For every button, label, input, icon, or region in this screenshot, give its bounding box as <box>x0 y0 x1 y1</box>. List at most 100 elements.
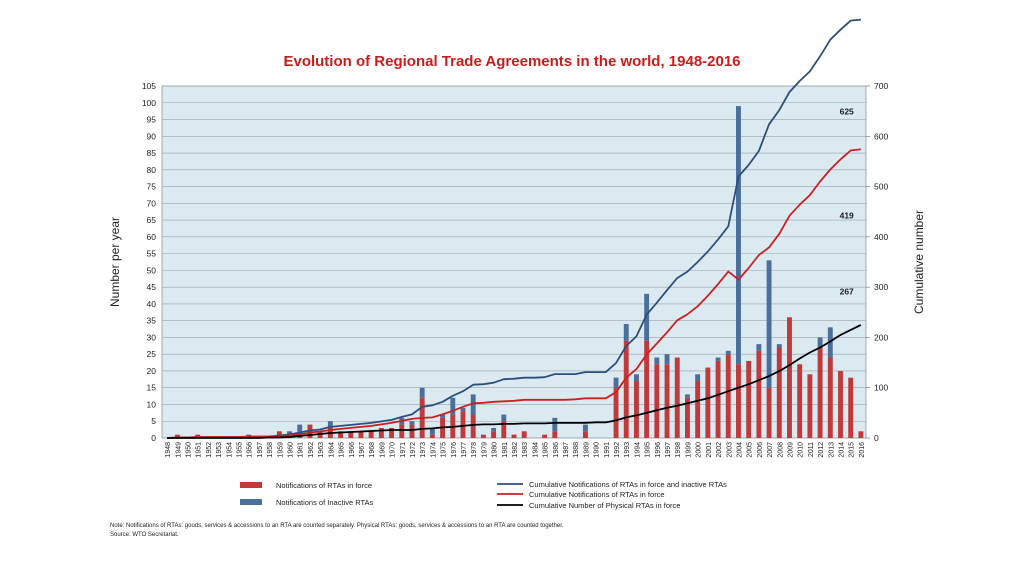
bar-rtas-in-force <box>848 377 854 438</box>
x-tick-label: 1988 <box>573 442 580 458</box>
x-tick-label: 1990 <box>594 442 601 458</box>
bar-rtas-in-force <box>817 347 823 438</box>
y-tick-label: 85 <box>147 148 157 158</box>
bar-rtas-in-force <box>480 434 486 438</box>
x-tick-label: 1970 <box>390 442 397 458</box>
x-tick-label: 2015 <box>849 442 856 458</box>
bar-inactive-rtas <box>491 427 497 432</box>
legend-inactive-rtas-swatch <box>240 499 262 505</box>
x-tick-label: 1997 <box>665 442 672 458</box>
y-tick-label: 55 <box>147 249 157 259</box>
bar-inactive-rtas <box>501 414 507 422</box>
bar-inactive-rtas <box>470 394 476 415</box>
x-tick-label: 1951 <box>196 442 203 458</box>
bar-rtas-in-force <box>491 431 497 438</box>
y2-tick-label: 300 <box>874 282 888 292</box>
bar-inactive-rtas <box>756 344 762 351</box>
bar-rtas-in-force <box>358 431 364 438</box>
bar-inactive-rtas <box>715 357 721 361</box>
x-tick-label: 1987 <box>563 442 570 458</box>
bar-rtas-in-force <box>429 434 435 438</box>
bar-rtas-in-force <box>368 431 374 438</box>
x-tick-label: 2016 <box>859 442 866 458</box>
x-tick-label: 1964 <box>328 442 335 458</box>
bar-inactive-rtas <box>287 431 292 435</box>
y-tick-label: 100 <box>142 98 156 108</box>
x-tick-label: 1967 <box>359 442 366 458</box>
bar-rtas-in-force <box>746 360 752 438</box>
bar-inactive-rtas <box>654 357 660 365</box>
x-tick-label: 2011 <box>808 442 815 457</box>
bar-rtas-in-force <box>409 424 415 438</box>
end-value-label: 267 <box>840 287 854 297</box>
bar-rtas-in-force <box>511 434 517 438</box>
bar-rtas-in-force <box>460 411 466 438</box>
bar-inactive-rtas <box>460 407 466 412</box>
x-tick-label: 1975 <box>441 442 448 458</box>
bar-rtas-in-force <box>470 414 476 438</box>
x-tick-label: 1983 <box>522 442 529 458</box>
y-tick-label: 15 <box>147 383 157 393</box>
bar-inactive-rtas <box>409 421 415 425</box>
legend-cumulative-in-force-label: Cumulative Notifications of RTAs in forc… <box>529 490 665 499</box>
bar-inactive-rtas <box>664 354 670 365</box>
bar-inactive-rtas <box>440 414 446 418</box>
x-tick-label: 1979 <box>481 442 488 458</box>
bar-rtas-in-force <box>715 360 721 438</box>
bar-rtas-in-force <box>787 317 792 438</box>
bar-rtas-in-force <box>644 340 650 438</box>
bar-rtas-in-force <box>521 431 527 438</box>
bar-rtas-in-force <box>399 424 405 438</box>
bar-rtas-in-force <box>542 434 548 438</box>
x-tick-label: 1959 <box>277 442 284 458</box>
bar-rtas-in-force <box>756 350 762 438</box>
bar-rtas-in-force <box>827 357 833 438</box>
y-tick-label: 90 <box>147 131 157 141</box>
bar-inactive-rtas <box>644 293 650 341</box>
y-tick-label: 45 <box>147 282 157 292</box>
bar-rtas-in-force <box>613 387 619 438</box>
bar-rtas-in-force <box>582 431 588 438</box>
x-tick-label: 1950 <box>186 442 193 458</box>
x-tick-label: 2005 <box>747 442 754 458</box>
x-tick-label: 1969 <box>379 442 386 458</box>
x-tick-label: 1974 <box>430 442 437 458</box>
x-tick-label: 2008 <box>777 442 784 458</box>
x-tick-label: 1953 <box>216 442 223 458</box>
bar-inactive-rtas <box>582 424 588 432</box>
bar-inactive-rtas <box>776 344 782 348</box>
bar-rtas-in-force <box>174 434 180 438</box>
x-tick-label: 1965 <box>339 442 346 458</box>
chart-title: Evolution of Regional Trade Agreements i… <box>283 53 740 70</box>
x-tick-label: 1966 <box>349 442 356 458</box>
x-tick-label: 1991 <box>604 442 611 458</box>
y-tick-label: 95 <box>147 115 157 125</box>
bar-inactive-rtas <box>725 350 731 355</box>
y2-tick-label: 0 <box>874 433 879 443</box>
y-tick-label: 65 <box>147 215 157 225</box>
bar-inactive-rtas <box>552 417 558 432</box>
x-tick-label: 1960 <box>288 442 295 458</box>
x-tick-label: 1962 <box>308 442 315 458</box>
bar-rtas-in-force <box>695 381 701 438</box>
x-tick-label: 1954 <box>226 442 233 458</box>
bar-inactive-rtas <box>685 394 690 398</box>
bar-inactive-rtas <box>817 337 823 348</box>
x-tick-label: 1994 <box>634 442 641 458</box>
x-tick-label: 1981 <box>502 442 509 458</box>
x-tick-label: 1980 <box>492 442 499 458</box>
y-tick-label: 25 <box>147 349 157 359</box>
y-tick-label: 80 <box>147 165 157 175</box>
x-tick-label: 1998 <box>675 442 682 458</box>
y-tick-label: 5 <box>151 416 156 426</box>
y2-tick-label: 100 <box>874 383 888 393</box>
y2-tick-label: 600 <box>874 131 888 141</box>
y-tick-label: 30 <box>147 332 157 342</box>
bar-rtas-in-force <box>501 421 507 438</box>
legend-cumulative-all-label: Cumulative Notifications of RTAs in forc… <box>529 480 727 489</box>
bar-rtas-in-force <box>838 370 843 438</box>
bar-rtas-in-force <box>807 374 813 438</box>
chart-note: Note: Notifications of RTAs: goods, serv… <box>110 522 564 540</box>
x-tick-label: 1972 <box>410 442 417 458</box>
